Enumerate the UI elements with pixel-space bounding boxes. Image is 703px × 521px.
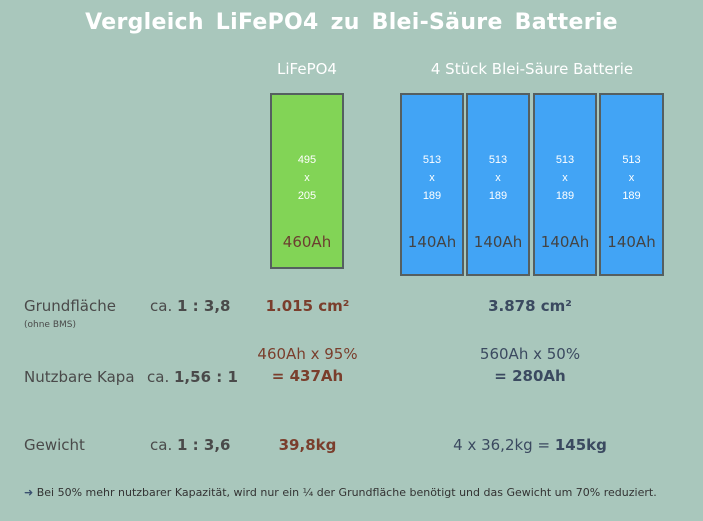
page-title: Vergleich LiFePO4 zu Blei-Säure Batterie — [85, 10, 618, 35]
ratio-prefix: ca. — [147, 368, 170, 386]
lifepo4-grundflaeche: 1.015 cm² — [265, 297, 350, 315]
battery-capacity: 140Ah — [407, 233, 457, 251]
row-label-grundflaeche: Grundfläche — [24, 297, 116, 315]
dimension-width: 189 — [555, 190, 575, 202]
column-header-lifepo4: LiFePO4 — [277, 60, 337, 78]
battery-capacity: 140Ah — [473, 233, 523, 251]
dimension-width: 189 — [488, 190, 508, 202]
dimension-length: 513 — [555, 154, 575, 166]
ratio-gewicht: ca. 1 : 3,6 — [150, 436, 230, 454]
footer-text: Bei 50% mehr nutzbarer Kapazität, wird n… — [36, 486, 657, 499]
dimension-separator: x — [304, 172, 310, 184]
battery-capacity: 140Ah — [607, 233, 656, 251]
battery-dimensions: 513 x 189 — [601, 151, 662, 205]
dimension-length: 513 — [488, 154, 508, 166]
dimension-separator: x — [562, 172, 568, 184]
footer-note: ➜ Bei 50% mehr nutzbarer Kapazität, wird… — [24, 486, 657, 499]
lead-grundflaeche: 3.878 cm² — [488, 297, 572, 315]
dimension-width: 189 — [422, 190, 442, 202]
battery-lead-4: 513 x 189 140Ah — [599, 93, 664, 276]
dimension-separator: x — [495, 172, 501, 184]
ratio-value: 1,56 : 1 — [174, 368, 238, 386]
battery-dimensions: 513 x 189 — [402, 151, 462, 205]
battery-lead-1: 513 x 189 140Ah — [400, 93, 464, 276]
dimension-length: 495 — [297, 154, 317, 166]
lead-kapa-result: = 280Ah — [494, 367, 566, 385]
lifepo4-gewicht: 39,8kg — [278, 436, 337, 454]
battery-lead-2: 513 x 189 140Ah — [466, 93, 530, 276]
lifepo4-kapa-calc: 460Ah x 95% — [257, 345, 358, 363]
row-note-grundflaeche: (ohne BMS) — [24, 320, 76, 330]
ratio-value: 1 : 3,6 — [177, 436, 231, 454]
dimension-width: 189 — [622, 190, 641, 202]
lead-kapa-calc: 560Ah x 50% — [479, 345, 581, 363]
ratio-prefix: ca. — [150, 297, 173, 315]
battery-lead-3: 513 x 189 140Ah — [533, 93, 597, 276]
lead-gewicht-calc: 4 x 36,2kg = — [453, 436, 551, 454]
dimension-separator: x — [429, 172, 435, 184]
lead-gewicht: 4 x 36,2kg = 145kg — [430, 436, 630, 454]
dimension-separator: x — [628, 172, 635, 184]
ratio-kapa: ca. 1,56 : 1 — [147, 368, 238, 386]
right-arrow-icon: ➜ — [24, 486, 34, 499]
ratio-value: 1 : 3,8 — [177, 297, 231, 315]
dimension-length: 513 — [422, 154, 442, 166]
battery-dimensions: 513 x 189 — [468, 151, 528, 205]
lead-gewicht-total: 145kg — [554, 436, 607, 454]
ratio-grundflaeche: ca. 1 : 3,8 — [150, 297, 230, 315]
battery-capacity: 140Ah — [540, 233, 590, 251]
column-header-lead: 4 Stück Blei-Säure Batterie — [430, 60, 634, 78]
battery-capacity: 460Ah — [282, 233, 332, 251]
battery-dimensions: 513 x 189 — [535, 151, 595, 205]
battery-lifepo4: 495 x 205 460Ah — [270, 93, 344, 269]
row-label-gewicht: Gewicht — [24, 436, 85, 454]
dimension-width: 205 — [297, 190, 317, 202]
battery-dimensions: 495 x 205 — [272, 151, 342, 205]
dimension-length: 513 — [622, 154, 641, 166]
row-label-kapa: Nutzbare Kapa — [24, 368, 135, 386]
ratio-prefix: ca. — [150, 436, 173, 454]
lifepo4-kapa-result: = 437Ah — [271, 367, 344, 385]
